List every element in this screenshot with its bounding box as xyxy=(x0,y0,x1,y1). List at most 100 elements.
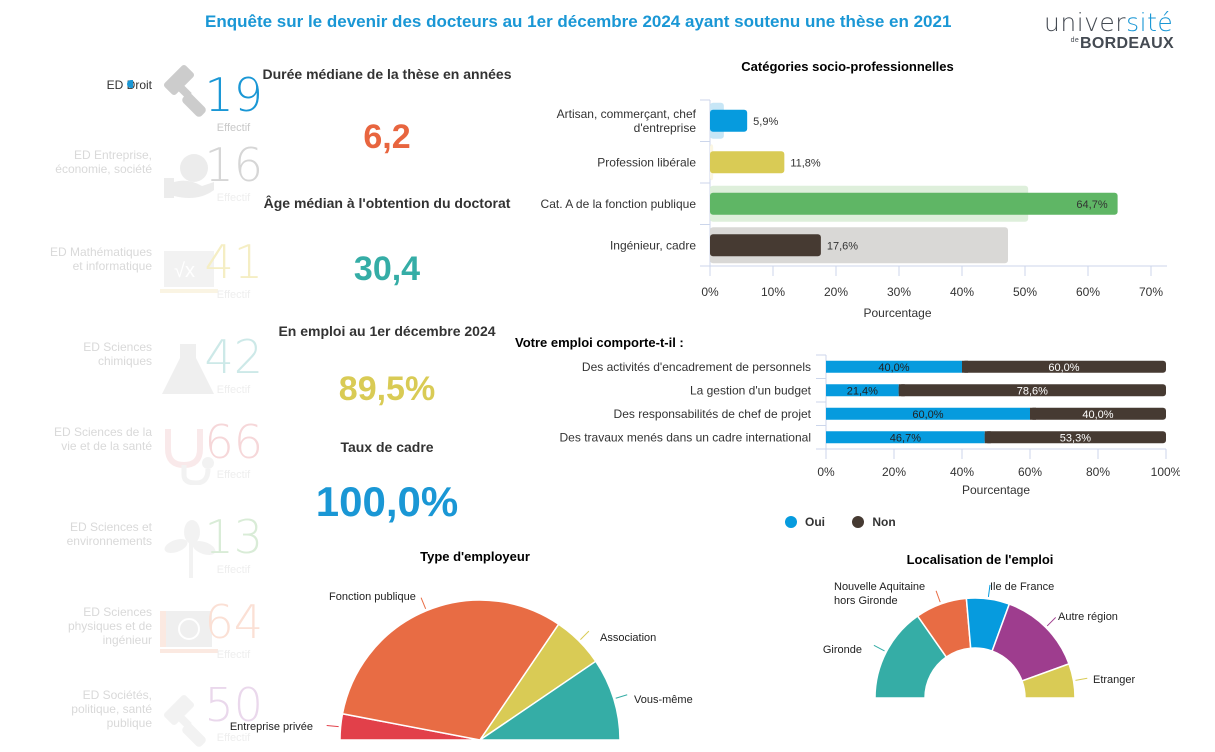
chart-title-csp: Catégories socio-professionnelles xyxy=(741,59,954,74)
bar-segment-joint xyxy=(962,360,968,373)
ed-count: 16 xyxy=(204,138,263,192)
sidebar-item-ed-vie-sante[interactable]: ED Sciences de la vie et de la santé 66 … xyxy=(30,417,265,510)
effectif-label: Effectif xyxy=(216,564,251,576)
connector-line xyxy=(987,584,991,597)
legend-item-oui[interactable]: Oui xyxy=(785,515,825,529)
bar xyxy=(710,234,821,257)
category-label: Des responsabilités de chef de projet xyxy=(614,407,812,421)
sidebar-item-ed-environnements[interactable]: ED Sciences et environnements 13 Effecti… xyxy=(30,512,265,605)
data-label: 17,6% xyxy=(827,240,858,252)
page-title: Enquête sur le devenir des docteurs au 1… xyxy=(205,12,952,31)
x-axis-title: Pourcentage xyxy=(962,483,1030,497)
sidebar-item-ed-entreprise[interactable]: ED Entreprise, économie, société 16 Effe… xyxy=(30,140,265,233)
x-tick-label: 0% xyxy=(701,285,719,299)
x-tick-label: 80% xyxy=(1086,465,1110,479)
kpi-value-age: 30,4 xyxy=(353,250,421,288)
effectif-label: Effectif xyxy=(216,732,251,744)
x-tick-label: 20% xyxy=(882,465,906,479)
bar-segment-oui xyxy=(826,407,1030,420)
atom-laptop-icon xyxy=(160,611,218,653)
category-label: Artisan, commerçant, chef xyxy=(557,107,697,121)
kpi-value-emploi: 89,5% xyxy=(338,370,436,408)
slice-label: Gironde xyxy=(823,644,862,656)
effectif-label: Effectif xyxy=(216,192,251,204)
logo-text-b: sité xyxy=(1126,8,1174,37)
kpi-title-duree: Durée médiane de la thèse en années xyxy=(262,66,512,82)
x-tick-label: 0% xyxy=(817,465,835,479)
category-label: Des activités d'encadrement de personnel… xyxy=(582,360,811,374)
data-label: 5,9% xyxy=(753,116,778,128)
connector-line xyxy=(326,725,339,728)
sidebar-item-label: ED Sciences de la vie et de la santé xyxy=(53,425,152,453)
effectif-label: Effectif xyxy=(216,289,251,301)
connector-line xyxy=(873,644,885,652)
slice xyxy=(341,599,560,741)
ed-count: 42 xyxy=(204,330,263,384)
slice-label: hors Gironde xyxy=(834,595,898,607)
chart-title-localisation: Localisation de l'emploi xyxy=(906,552,1054,567)
slice xyxy=(477,660,621,741)
employeur-semi-pie: Entreprise privée Fonction publique Associ… xyxy=(230,591,693,741)
data-label: 11,8% xyxy=(790,157,821,169)
bar-segment-oui xyxy=(826,431,985,444)
x-tick-label: 30% xyxy=(887,285,911,299)
effectif-label: Effectif xyxy=(216,384,251,396)
kpi-title-age: Âge médian à l'obtention du doctorat xyxy=(263,195,511,211)
connector-line xyxy=(580,630,590,640)
sidebar-item-ed-sciences-physiques[interactable]: ED Sciences physiques et de ingénieur 64… xyxy=(30,597,265,690)
chart-title-emploi: Votre emploi comporte-t-il : xyxy=(515,335,684,350)
sidebar-item-label: ED Sciences physiques et de ingénieur xyxy=(67,605,152,647)
sidebar-item-label: ED Mathématiques et informatique xyxy=(49,245,152,273)
hand-euro-icon xyxy=(164,154,214,198)
gavel-icon xyxy=(163,64,206,117)
sidebar-item-label: ED Entreprise, économie, société xyxy=(55,148,152,176)
sidebar-item-ed-societes[interactable]: ED Sociétés, politique, santé publique 5… xyxy=(30,680,265,752)
emploi-legend: Oui Non xyxy=(785,515,920,531)
legend-item-non[interactable]: Non xyxy=(852,515,896,529)
data-label: 78,6% xyxy=(1017,385,1048,397)
flask-icon xyxy=(162,344,214,394)
bar-segment-non xyxy=(962,360,1166,373)
sidebar-item-label: ED Sciences et environnements xyxy=(66,520,152,548)
sidebar-item-ed-chimie[interactable]: ED Sciences chimiques 42 Effectif xyxy=(30,332,265,425)
x-tick-label: 40% xyxy=(950,285,974,299)
sidebar-item-label: ED Droit xyxy=(106,78,152,92)
sidebar-item-ed-mathematiques[interactable]: ED Mathématiques et informatique √x 41 E… xyxy=(30,237,265,330)
legend-dot-oui xyxy=(785,516,797,528)
effectif-label: Effectif xyxy=(216,469,251,481)
ed-count: 64 xyxy=(204,595,263,649)
effectif-label: Effectif xyxy=(216,122,251,134)
bar-segment-non xyxy=(898,384,1166,397)
data-label: 60,0% xyxy=(912,409,943,421)
category-label: Profession libérale xyxy=(597,155,696,169)
slice-label: Vous-même xyxy=(634,694,693,706)
slice-label: Autre région xyxy=(1058,611,1118,623)
connector-line xyxy=(935,590,941,603)
effectif-label: Effectif xyxy=(216,649,251,661)
data-label: 40,0% xyxy=(878,362,909,374)
category-label: d'entreprise xyxy=(634,121,697,135)
slice-label: Fonction publique xyxy=(329,591,416,603)
x-tick-label: 60% xyxy=(1076,285,1100,299)
kpi-value-duree: 6,2 xyxy=(363,118,411,156)
slice-label: Nouvelle Aquitaine xyxy=(834,581,925,593)
legend-label-oui: Oui xyxy=(805,515,825,529)
x-tick-label: 70% xyxy=(1139,285,1163,299)
kpi-value-cadre: 100,0% xyxy=(315,478,459,525)
slice-label: Entreprise privée xyxy=(230,721,313,733)
x-axis-title: Pourcentage xyxy=(863,306,931,320)
sidebar-item-ed-droit[interactable]: ED Droit 19 Effectif xyxy=(30,64,265,163)
ed-count: 13 xyxy=(204,510,263,564)
stethoscope-icon xyxy=(165,429,214,485)
chart-title-employeur: Type d'employeur xyxy=(420,549,530,564)
localisation-semi-donut: Gironde Nouvelle Aquitaine hors Gironde Ile… xyxy=(823,581,1136,699)
slice-label: Ile de France xyxy=(990,581,1054,593)
legend-dot-non xyxy=(852,516,865,528)
x-tick-label: 10% xyxy=(761,285,785,299)
logo-text-a: univer xyxy=(1044,8,1127,37)
connector-line xyxy=(1075,677,1088,681)
data-label: 40,0% xyxy=(1082,409,1113,421)
sidebar-item-label: ED Sciences chimiques xyxy=(83,340,152,368)
connector-line xyxy=(420,597,427,610)
